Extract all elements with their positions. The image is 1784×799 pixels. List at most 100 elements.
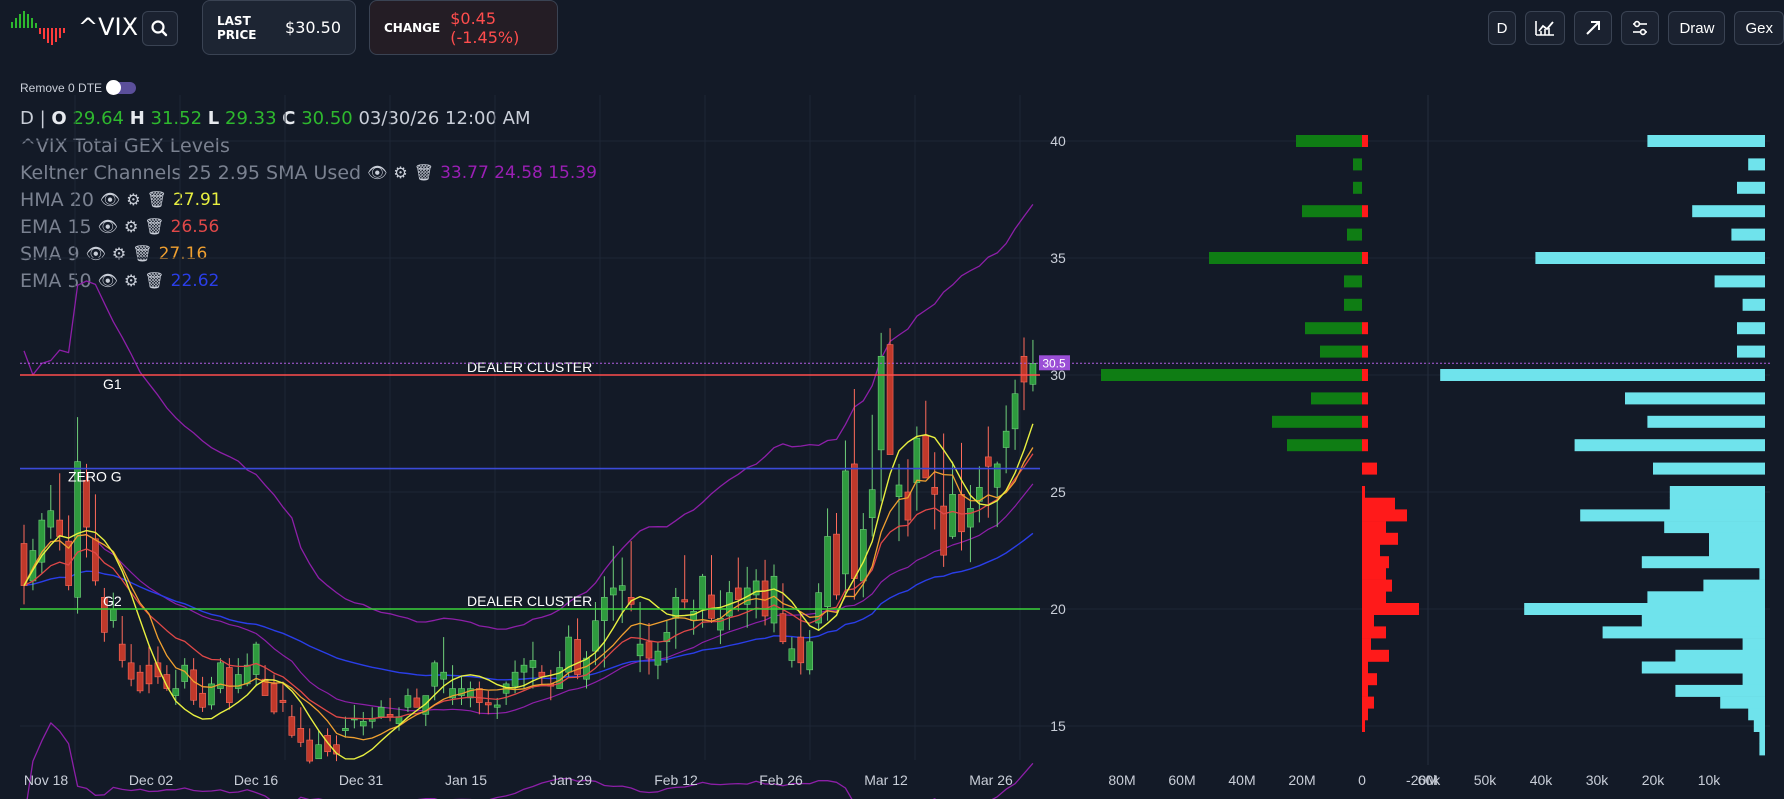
eye-icon[interactable]: 👁	[99, 190, 121, 209]
gex-bar-negative	[1362, 497, 1395, 510]
oi-bar	[1535, 252, 1765, 264]
y-tick-label: 30	[1050, 367, 1066, 383]
candle-body	[377, 706, 385, 717]
candle-body	[404, 695, 412, 708]
ema50-line	[23, 532, 1034, 681]
candle-body	[101, 596, 108, 633]
trash-icon[interactable]: 🗑	[144, 217, 165, 236]
eye-icon[interactable]: 👁	[367, 163, 388, 182]
gear-icon[interactable]: ⚙	[123, 271, 139, 290]
candle-body	[699, 575, 706, 610]
candle-body	[38, 519, 46, 563]
candle-body	[243, 664, 251, 685]
gex-bar-positive	[1101, 369, 1362, 381]
search-icon	[151, 20, 168, 37]
candle-body	[529, 660, 537, 668]
indicator-values: 22.62	[170, 270, 220, 291]
gex-bar-positive	[1296, 135, 1362, 147]
candle-body	[288, 716, 296, 736]
candle-body	[940, 505, 947, 556]
gex-bar-negative-stub	[1362, 252, 1368, 264]
oi-x-tick-label: 20k	[1642, 772, 1666, 788]
candle-body	[618, 585, 626, 591]
settings-button[interactable]	[1621, 11, 1660, 45]
candle-body	[886, 344, 894, 455]
search-button[interactable]	[142, 11, 178, 46]
gear-icon[interactable]: ⚙	[393, 163, 408, 182]
candle-body	[984, 456, 992, 467]
indicator-params: 9	[67, 242, 80, 265]
open-value: 29.64	[72, 108, 124, 129]
indicators-button[interactable]	[1525, 11, 1566, 45]
gex-bar-negative	[1362, 509, 1407, 522]
oi-bar	[1731, 228, 1765, 241]
oi-bar	[1664, 521, 1765, 534]
oi-bar	[1653, 462, 1765, 475]
draw-button[interactable]: Draw	[1668, 11, 1726, 45]
indicator-row-keltner: Keltner Channels 25 2.95 SMA Used 👁 ⚙ 🗑 33…	[20, 159, 597, 186]
trash-icon[interactable]: 🗑	[146, 190, 167, 209]
level-name: G1	[103, 376, 122, 392]
change-label: CHANGE	[384, 20, 441, 35]
remove-0dte-toggle[interactable]	[106, 80, 137, 95]
eye-icon[interactable]: 👁	[97, 271, 118, 290]
gex-x-tick-label: 20M	[1288, 772, 1315, 788]
oi-x-tick-label: 50k	[1474, 772, 1498, 788]
candle-body	[476, 688, 483, 703]
candle-body	[413, 697, 421, 708]
oi-bar	[1647, 591, 1765, 604]
gex-bar-negative	[1362, 626, 1386, 639]
oi-bar	[1641, 614, 1765, 627]
candle-body	[993, 463, 1001, 488]
candle-body	[1011, 393, 1019, 430]
candle-body	[734, 587, 742, 600]
trash-icon[interactable]: 🗑	[144, 271, 165, 290]
oi-bar	[1641, 556, 1765, 569]
candle-body	[181, 664, 189, 682]
high-value: 31.52	[150, 108, 203, 129]
bar-datetime: 03/30/26 12:00 AM	[358, 108, 531, 129]
gex-bar-positive	[1302, 205, 1362, 218]
level-label: DEALER CLUSTER	[467, 359, 592, 375]
indicator-row-gex: ^VIX Total GEX Levels	[20, 132, 597, 159]
candle-body	[806, 641, 814, 671]
oi-bar	[1759, 743, 1765, 756]
candle-body	[583, 657, 590, 680]
eye-icon[interactable]: 👁	[97, 217, 118, 236]
gex-bar-negative	[1362, 649, 1389, 662]
gex-bar-negative	[1362, 614, 1374, 627]
x-tick-label: Jan 29	[550, 772, 592, 788]
candle-body	[74, 461, 81, 598]
y-tick-label: 25	[1050, 484, 1066, 500]
candle-body	[199, 692, 206, 708]
gex-bar-positive	[1353, 158, 1362, 171]
gex-bar-negative-stub	[1362, 415, 1368, 428]
oi-bar	[1524, 603, 1765, 615]
candle-body	[520, 664, 528, 673]
candle-body	[842, 470, 849, 575]
candle-body	[136, 671, 144, 692]
oi-bar	[1737, 181, 1765, 194]
gear-icon[interactable]: ⚙	[123, 217, 139, 236]
x-tick-label: Dec 16	[234, 772, 279, 788]
trash-icon[interactable]: 🗑	[413, 163, 435, 182]
oi-bar	[1703, 579, 1765, 592]
indicator-name: SMA	[20, 242, 62, 265]
candle-body	[654, 650, 662, 666]
trend-button[interactable]	[1574, 11, 1613, 45]
oi-x-tick-label: 30k	[1586, 772, 1610, 788]
indicator-params: 20	[69, 188, 94, 211]
current-price-tag	[1039, 355, 1070, 371]
candle-body	[895, 484, 903, 497]
gex-bar-negative	[1362, 673, 1377, 686]
oi-bar	[1669, 497, 1765, 510]
toggle-knob	[106, 80, 122, 95]
candle-body	[484, 702, 492, 706]
interval-button[interactable]: D	[1487, 11, 1517, 45]
indicator-name: Keltner Channels	[20, 161, 182, 184]
gear-icon[interactable]: ⚙	[126, 190, 141, 209]
level-name: G2	[103, 593, 122, 609]
candle-body	[279, 699, 287, 703]
gex-button[interactable]: Gex	[1734, 11, 1784, 45]
